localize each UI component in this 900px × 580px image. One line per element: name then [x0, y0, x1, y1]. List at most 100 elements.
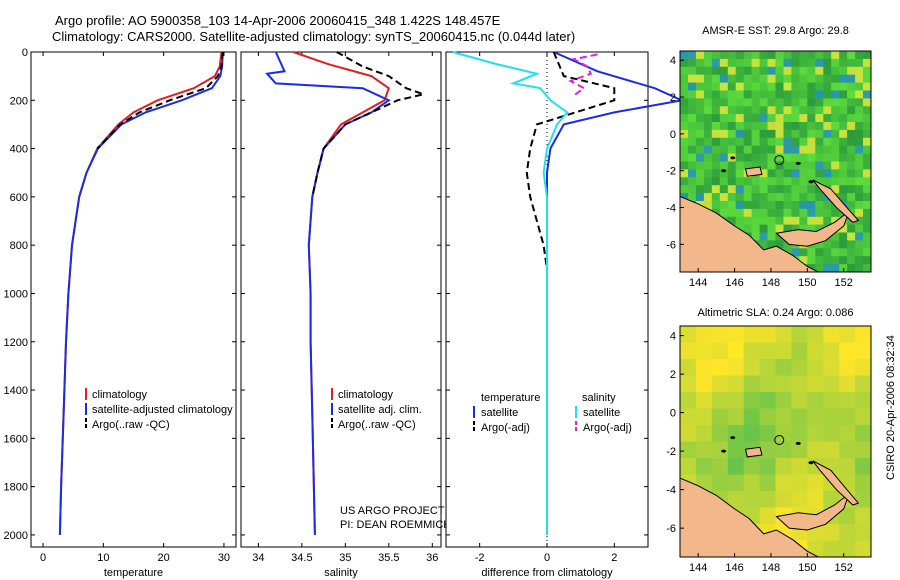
- map-frame: [679, 50, 872, 273]
- legend-entry: Argo(-adj): [583, 422, 632, 434]
- salinity-profile: 34 34.5 35 35.5 36 salinity climatology satelli…: [240, 51, 451, 579]
- x-tick-label: 34.5: [291, 552, 312, 564]
- x-tick-label: 35.5: [378, 552, 399, 564]
- legend-entry: climatology: [92, 389, 148, 401]
- small-island: [808, 461, 814, 465]
- map-title: AMSR-E SST: 29.8 Argo: 29.8: [702, 25, 849, 37]
- x-tick-label: 144: [689, 562, 707, 574]
- y-tick-label: 2: [670, 369, 676, 381]
- x-axis-label: salinity: [324, 567, 358, 579]
- series-line-satellite-adjusted-climatology: [58, 51, 224, 535]
- x-axis-label: temperature: [104, 567, 163, 579]
- x-tick-label: 35: [339, 552, 351, 564]
- y-tick-label: 600: [10, 192, 28, 204]
- small-island: [721, 169, 727, 173]
- x-tick-label: 0: [544, 552, 550, 564]
- x-tick-label: 144: [689, 277, 707, 289]
- landmass-new-guinea: [680, 195, 819, 272]
- series-line-salinity-argo-adj: [568, 53, 598, 97]
- figure-title-line1: Argo profile: AO 5900358_103 14-Apr-2006…: [55, 13, 501, 28]
- y-tick-label: 0: [670, 129, 676, 141]
- y-tick-label: -6: [666, 523, 676, 535]
- y-tick-label: 1800: [4, 482, 28, 494]
- legend-title-temperature: temperature: [481, 392, 540, 404]
- y-tick-label: 4: [670, 331, 676, 343]
- altimetric-sla-map: Altimetric SLA: 0.24 Argo: 0.086 144 146 14…: [666, 307, 872, 574]
- legend-entry: Argo(..raw -QC): [338, 419, 416, 431]
- plot-frame: [30, 51, 237, 548]
- y-tick-label: -4: [666, 203, 676, 215]
- small-island: [730, 436, 736, 440]
- series-line-argo-raw-qc: [311, 51, 428, 198]
- legend-entry: satellite: [481, 407, 518, 419]
- y-tick-label: 1000: [4, 288, 28, 300]
- small-island: [808, 180, 814, 184]
- map-frame: [679, 325, 872, 558]
- argo-float-marker: [774, 434, 785, 445]
- small-island: [795, 441, 801, 445]
- amsre-sst-map: AMSR-E SST: 29.8 Argo: 29.8 144 146 148 150 1…: [666, 25, 872, 289]
- y-tick-label: 4: [670, 55, 676, 67]
- plot-frame: [240, 51, 442, 548]
- y-tick-label: 0: [670, 408, 676, 420]
- y-tick-label: -2: [666, 446, 676, 458]
- legend-entry: Argo(-adj): [481, 422, 530, 434]
- legend-entry: Argo(..raw -QC): [92, 419, 170, 431]
- x-tick-label: 36: [426, 552, 438, 564]
- small-island: [721, 449, 727, 453]
- landmass-new-guinea: [680, 477, 819, 557]
- x-tick-label: -2: [475, 552, 485, 564]
- y-tick-label: 2000: [4, 530, 28, 542]
- legend-entry: satellite: [583, 407, 620, 419]
- x-tick-label: 152: [835, 277, 853, 289]
- y-tick-label: 1200: [4, 337, 28, 349]
- y-tick-label: 400: [10, 144, 28, 156]
- x-tick-label: 34: [252, 552, 264, 564]
- map-field: [680, 326, 871, 557]
- y-tick-label: 0: [22, 47, 28, 59]
- x-tick-label: 20: [158, 552, 170, 564]
- landmass-new-ireland: [812, 179, 860, 223]
- series-line-satellite-adj-clim: [265, 51, 391, 535]
- x-tick-label: 10: [97, 552, 109, 564]
- y-tick-label: -4: [666, 485, 676, 497]
- project-annotation: US ARGO PROJECT: [340, 505, 445, 517]
- y-tick-label: 1400: [4, 385, 28, 397]
- landmass-manus: [744, 446, 763, 458]
- x-tick-label: 0: [40, 552, 46, 564]
- legend-entry: satellite adj. clim.: [338, 404, 422, 416]
- x-tick-label: 148: [762, 277, 780, 289]
- difference-profile: -2 0 2 difference from climatology temperatu…: [445, 51, 686, 579]
- figure-title-line2: Climatology: CARS2000. Satellite-adjuste…: [52, 29, 576, 44]
- landmass-manus: [744, 166, 763, 177]
- series-line-argo-raw-qc: [96, 51, 224, 150]
- x-tick-label: 150: [798, 277, 816, 289]
- project-annotation: PI: DEAN ROEMMICH: [340, 519, 451, 531]
- y-tick-label: -6: [666, 239, 676, 251]
- series-line-temperature-argo-adj: [525, 51, 616, 270]
- x-axis-label: difference from climatology: [481, 567, 613, 579]
- y-tick-label: 1600: [4, 433, 28, 445]
- x-tick-label: 2: [611, 552, 617, 564]
- x-tick-label: 146: [725, 562, 743, 574]
- y-tick-label: 200: [10, 95, 28, 107]
- x-tick-label: 146: [725, 277, 743, 289]
- map-field: [680, 51, 871, 272]
- landmass-new-britain: [775, 209, 851, 247]
- temperature-profile: 0 10 20 30 0 200 400 600 800 1000 1200 1400 1600 1800…: [4, 47, 237, 579]
- x-tick-label: 148: [762, 562, 780, 574]
- landmass-new-britain: [775, 492, 851, 531]
- credit-timestamp: CSIRO 20-Apr-2006 08:32:34: [885, 335, 897, 480]
- x-tick-label: 152: [835, 562, 853, 574]
- small-island: [730, 156, 736, 160]
- y-tick-label: -2: [666, 166, 676, 178]
- x-tick-label: 150: [798, 562, 816, 574]
- series-line-salinity-satellite: [452, 51, 569, 535]
- y-tick-label: 2: [670, 92, 676, 104]
- map-title: Altimetric SLA: 0.24 Argo: 0.086: [698, 307, 854, 319]
- legend-title-salinity: salinity: [582, 392, 616, 404]
- legend-entry: satellite-adjusted climatology: [92, 404, 233, 416]
- x-tick-label: 30: [218, 552, 230, 564]
- y-tick-label: 800: [10, 240, 28, 252]
